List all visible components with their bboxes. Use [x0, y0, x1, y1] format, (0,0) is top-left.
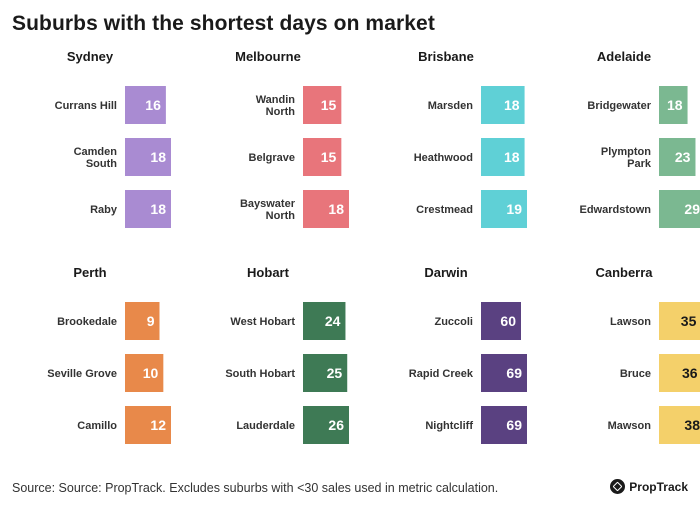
category-label-hobart-2: South Hobart: [225, 368, 295, 380]
bar-canberra-3: [659, 406, 700, 444]
category-label-brisbane-3: Crestmead: [416, 204, 473, 216]
bar-value-darwin-3: 69: [506, 417, 522, 433]
category-label-canberra-2: Bruce: [620, 368, 651, 380]
category-label-adelaide-1: Bridgewater: [587, 100, 651, 112]
bar-value-hobart-2: 25: [327, 365, 343, 381]
bar-value-perth-2: 10: [143, 365, 159, 381]
bar-value-hobart-1: 24: [325, 313, 341, 329]
panel-title-adelaide: Adelaide: [597, 49, 651, 64]
bar-brisbane-1: [481, 86, 525, 124]
category-label-perth-1: Brookedale: [57, 316, 117, 328]
bar-canberra-1: [659, 302, 700, 340]
category-label-adelaide-2: Park: [627, 158, 652, 170]
bar-hobart-3: [303, 406, 349, 444]
category-label-hobart-3: Lauderdale: [236, 420, 295, 432]
category-label-adelaide-2: Plympton: [601, 146, 651, 158]
bar-value-brisbane-2: 18: [504, 149, 520, 165]
bar-value-sydney-3: 18: [150, 201, 166, 217]
bar-canberra-2: [659, 354, 700, 392]
category-label-perth-3: Camillo: [77, 420, 117, 432]
bar-sydney-2: [125, 138, 171, 176]
bar-value-perth-3: 12: [150, 417, 166, 433]
bar-value-perth-1: 9: [147, 313, 155, 329]
category-label-darwin-2: Rapid Creek: [409, 368, 474, 380]
bar-brisbane-2: [481, 138, 525, 176]
bar-brisbane-3: [481, 190, 527, 228]
bar-adelaide-3: [659, 190, 700, 228]
panel-title-sydney: Sydney: [67, 49, 114, 64]
bar-value-canberra-2: 36: [682, 365, 698, 381]
bar-value-adelaide-1: 18: [667, 97, 683, 113]
bar-value-sydney-2: 18: [150, 149, 166, 165]
bar-value-melbourne-2: 15: [321, 149, 337, 165]
bar-adelaide-1: [659, 86, 688, 124]
panel-title-melbourne: Melbourne: [235, 49, 301, 64]
bar-value-darwin-2: 69: [506, 365, 522, 381]
proptrack-logo-text: PropTrack: [629, 479, 688, 494]
bar-value-melbourne-3: 18: [328, 201, 344, 217]
source-note: Source: Source: PropTrack. Excludes subu…: [12, 481, 499, 495]
category-label-brisbane-2: Heathwood: [414, 152, 473, 164]
category-label-sydney-2: South: [86, 158, 117, 170]
chart-title: Suburbs with the shortest days on market: [12, 12, 435, 35]
panel-title-canberra: Canberra: [595, 265, 653, 280]
category-label-sydney-2: Camden: [74, 146, 118, 158]
category-label-hobart-1: West Hobart: [230, 316, 295, 328]
bar-perth-3: [125, 406, 171, 444]
bar-melbourne-3: [303, 190, 349, 228]
panel-title-brisbane: Brisbane: [418, 49, 474, 64]
bar-value-brisbane-3: 19: [506, 201, 522, 217]
category-label-canberra-3: Mawson: [608, 420, 652, 432]
bar-value-canberra-1: 35: [681, 313, 697, 329]
bar-sydney-1: [125, 86, 166, 124]
bar-darwin-3: [481, 406, 527, 444]
bar-hobart-1: [303, 302, 346, 340]
category-label-melbourne-1: Wandin: [256, 94, 296, 106]
category-label-darwin-1: Zuccoli: [434, 316, 473, 328]
bar-adelaide-2: [659, 138, 696, 176]
panel-title-darwin: Darwin: [424, 265, 467, 280]
bar-hobart-2: [303, 354, 348, 392]
bar-value-canberra-3: 38: [684, 417, 700, 433]
proptrack-logo: PropTrack: [610, 479, 688, 494]
bar-value-adelaide-2: 23: [675, 149, 691, 165]
bar-value-hobart-3: 26: [328, 417, 344, 433]
bar-sydney-3: [125, 190, 171, 228]
bar-value-brisbane-1: 18: [504, 97, 520, 113]
bar-value-adelaide-3: 29: [684, 201, 700, 217]
bar-perth-2: [125, 354, 164, 392]
category-label-melbourne-3: North: [266, 210, 296, 222]
bar-value-melbourne-1: 15: [321, 97, 337, 113]
category-label-melbourne-1: North: [266, 106, 296, 118]
bar-darwin-2: [481, 354, 527, 392]
category-label-brisbane-1: Marsden: [428, 100, 474, 112]
category-label-darwin-3: Nightcliff: [425, 420, 473, 432]
category-label-perth-2: Seville Grove: [47, 368, 117, 380]
bar-value-darwin-1: 60: [500, 313, 516, 329]
bar-darwin-1: [481, 302, 521, 340]
category-label-adelaide-3: Edwardstown: [579, 204, 651, 216]
bar-value-sydney-1: 16: [145, 97, 161, 113]
category-label-sydney-1: Currans Hill: [55, 100, 117, 112]
category-label-melbourne-2: Belgrave: [249, 152, 295, 164]
panel-title-perth: Perth: [73, 265, 106, 280]
category-label-canberra-1: Lawson: [610, 316, 651, 328]
bar-melbourne-1: [303, 86, 342, 124]
category-label-sydney-3: Raby: [90, 204, 118, 216]
panel-title-hobart: Hobart: [247, 265, 290, 280]
category-label-melbourne-3: Bayswater: [240, 198, 296, 210]
bar-melbourne-2: [303, 138, 342, 176]
proptrack-logo-icon: [610, 479, 626, 494]
bar-perth-1: [125, 302, 160, 340]
